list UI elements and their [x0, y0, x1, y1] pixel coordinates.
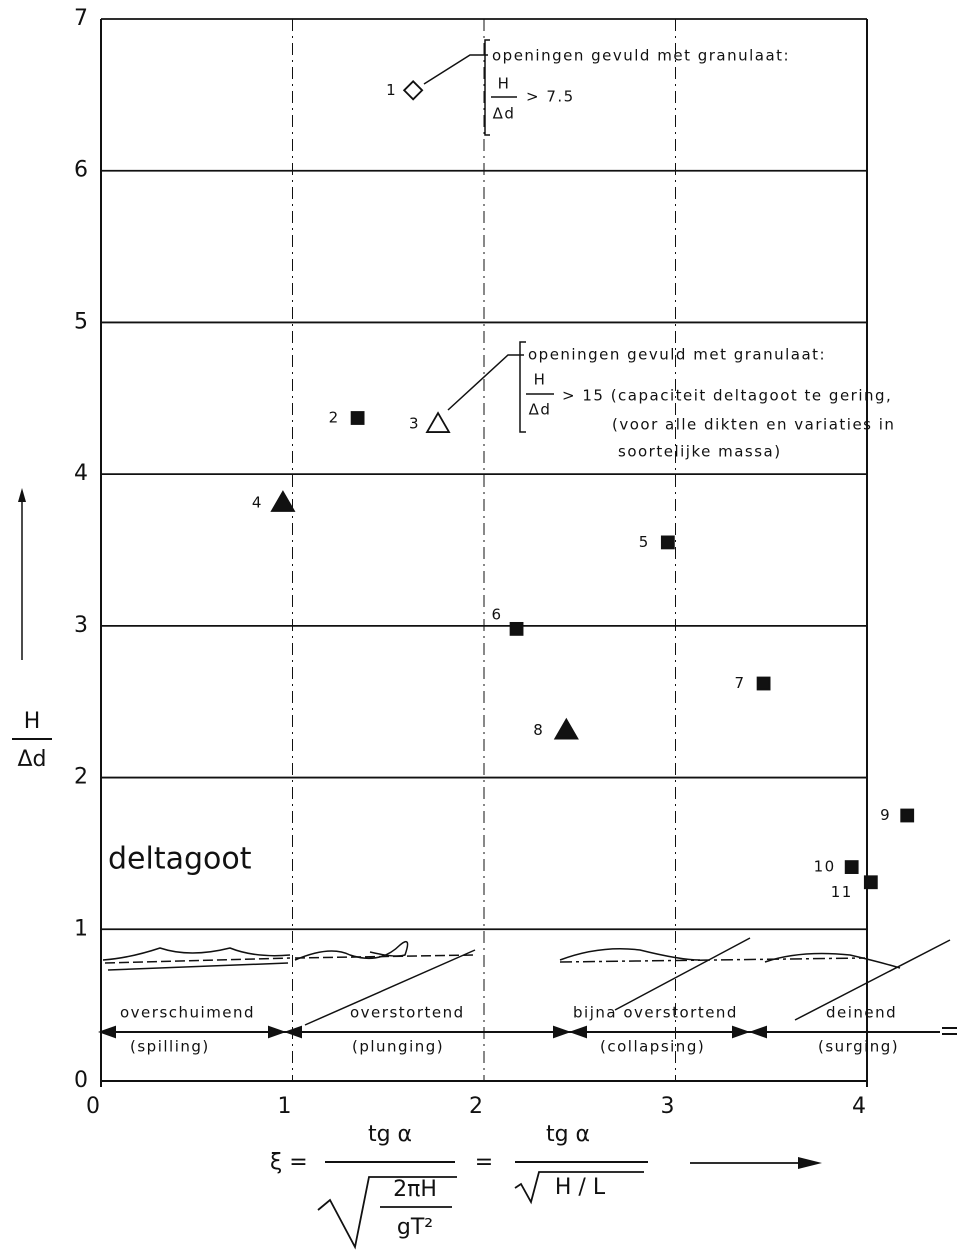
- point-label: 7: [735, 674, 746, 692]
- point-label: 2: [329, 409, 340, 427]
- y-label-num: H: [24, 709, 41, 734]
- point-label: 10: [814, 858, 836, 876]
- point-label: 11: [831, 883, 853, 901]
- annotation-text: H: [534, 371, 547, 389]
- point: [844, 860, 859, 874]
- point: [900, 808, 915, 823]
- regime-label: deinend: [826, 1004, 897, 1022]
- wave-sketches: [102, 937, 951, 1026]
- x-label-den2: H / L: [555, 1175, 606, 1200]
- regime-label: (surging): [818, 1038, 899, 1056]
- point: [660, 535, 675, 550]
- y-tick-label: 1: [74, 916, 88, 941]
- point-label: 5: [639, 533, 650, 551]
- x-tick-label: 0: [86, 1094, 100, 1119]
- annotation-text: > 15 (capaciteit deltagoot te gering,: [562, 387, 892, 405]
- regime-label: (plunging): [352, 1038, 444, 1056]
- annotation-text: > 7.5: [526, 88, 575, 106]
- point-label: 1: [386, 81, 397, 99]
- annotation-text: soortelijke massa): [618, 443, 782, 461]
- x-tick-label: 4: [852, 1094, 866, 1119]
- regime-label: overschuimend: [120, 1004, 255, 1022]
- regimes: [98, 1025, 957, 1039]
- point: [553, 717, 579, 740]
- point-label: 9: [880, 806, 891, 824]
- point: [350, 411, 365, 425]
- regime-label: (spilling): [130, 1038, 210, 1056]
- annotation-text: (voor alle dikten en variaties in: [612, 416, 895, 434]
- y-tick-label: 7: [74, 6, 88, 31]
- point: [425, 411, 451, 433]
- point-label: 8: [533, 721, 544, 739]
- annotation-text: Δd: [529, 401, 552, 419]
- annotation-2: openingen gevuld met granulaat: H Δd > 1…: [447, 341, 895, 461]
- x-tick-label: 2: [469, 1094, 483, 1119]
- x-tick-label: 1: [278, 1094, 292, 1119]
- x-label-inner-den: gT²: [397, 1215, 433, 1240]
- x-label-inner-num: 2πH: [393, 1177, 437, 1202]
- x-label-num: tg α: [368, 1122, 412, 1147]
- point: [270, 490, 296, 512]
- y-tick-label: 5: [74, 309, 88, 334]
- annotation-text: openingen gevuld met granulaat:: [492, 47, 790, 65]
- regime-label: (collapsing): [600, 1038, 705, 1056]
- x-axis-label: ξ = tg α 2πH gT² = tg α H / L: [270, 1122, 822, 1250]
- point-label: 3: [409, 415, 420, 433]
- point-label: 4: [252, 493, 263, 511]
- annotation-1: openingen gevuld met granulaat: H Δd > 7…: [423, 39, 790, 136]
- annotation-text: Δd: [493, 105, 516, 123]
- x-label-lhs: ξ =: [270, 1150, 308, 1175]
- x-label-eq: =: [475, 1150, 493, 1175]
- point: [402, 80, 424, 101]
- y-tick-label: 6: [74, 158, 88, 183]
- x-tick-label: 3: [661, 1094, 675, 1119]
- regime-labels: overschuimend (spilling) overstortend (p…: [120, 1004, 899, 1056]
- y-tick-label: 3: [74, 613, 88, 638]
- flume-label: deltagoot: [108, 842, 252, 877]
- y-tick-label: 4: [74, 461, 88, 486]
- annotation-text: H: [498, 75, 511, 93]
- point: [509, 621, 524, 636]
- y-label-den: Δd: [17, 747, 46, 772]
- point: [863, 875, 878, 890]
- x-label-num2: tg α: [546, 1122, 590, 1147]
- y-tick-label: 2: [74, 765, 88, 790]
- point-label: 6: [492, 605, 503, 623]
- y-tick-label: 0: [74, 1068, 88, 1093]
- y-axis-label: H Δd: [12, 488, 52, 772]
- point: [756, 676, 771, 691]
- annotation-text: openingen gevuld met granulaat:: [528, 346, 826, 364]
- regime-label: bijna overstortend: [573, 1004, 738, 1022]
- regime-label: overstortend: [350, 1004, 465, 1022]
